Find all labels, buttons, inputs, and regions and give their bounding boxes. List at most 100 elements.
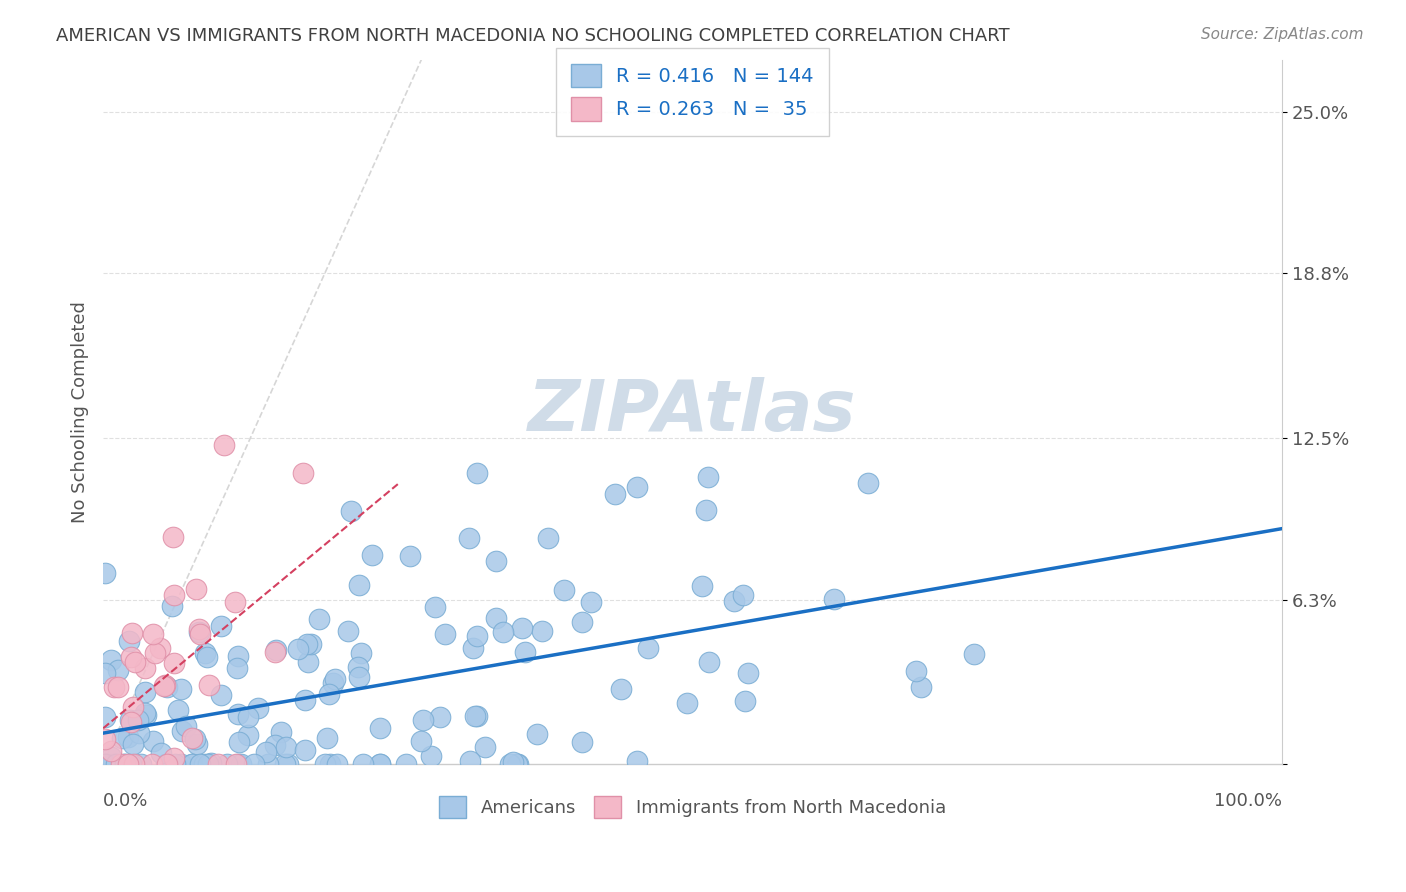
Point (183, 731, 205, 746)
Point (186, 737, 208, 751)
Point (420, 748, 443, 763)
Point (107, 681, 129, 695)
Point (94, 731, 117, 746)
Point (506, 756, 529, 771)
Point (370, 721, 392, 735)
Point (263, 738, 285, 752)
Point (368, 756, 391, 771)
Point (823, 591, 845, 606)
Point (107, 663, 129, 677)
Point (134, 685, 156, 699)
Point (526, 726, 548, 740)
Point (349, 578, 371, 592)
Point (188, 626, 211, 640)
Point (603, 487, 626, 501)
Point (553, 583, 575, 598)
Point (531, 624, 554, 638)
Point (152, 679, 174, 693)
Point (117, 756, 139, 771)
Point (117, 730, 139, 744)
Point (111, 731, 134, 745)
Point (337, 624, 360, 638)
Point (464, 708, 486, 723)
Point (626, 754, 648, 768)
Point (474, 739, 496, 754)
Point (100, 749, 122, 764)
Point (412, 713, 434, 727)
Point (429, 710, 451, 724)
Point (723, 594, 745, 608)
Point (231, 756, 253, 771)
Point (142, 626, 165, 640)
Point (167, 703, 190, 717)
Point (124, 756, 146, 771)
Point (228, 706, 250, 721)
Point (103, 680, 125, 694)
Point (170, 724, 193, 739)
Point (93, 710, 115, 724)
Point (352, 756, 374, 771)
Point (127, 713, 149, 727)
Point (162, 530, 184, 544)
Point (207, 756, 229, 771)
Point (506, 756, 529, 771)
Point (536, 532, 558, 546)
Point (238, 709, 260, 723)
Point (128, 725, 150, 739)
Point (347, 669, 370, 683)
Point (101, 756, 124, 771)
Point (299, 637, 322, 651)
Point (121, 625, 143, 640)
Point (463, 641, 485, 656)
Point (905, 664, 928, 678)
Point (347, 660, 370, 674)
Point (224, 595, 246, 609)
Point (193, 756, 215, 771)
Point (187, 622, 209, 636)
Point (297, 637, 319, 651)
Point (129, 756, 152, 771)
Point (610, 682, 633, 697)
Point (294, 693, 316, 707)
Point (163, 756, 186, 771)
Point (197, 677, 219, 691)
Point (122, 737, 145, 751)
Point (315, 731, 337, 745)
Point (690, 579, 713, 593)
Point (319, 756, 342, 771)
Text: ZIPAtlas: ZIPAtlas (529, 377, 856, 446)
Point (484, 553, 506, 567)
Point (637, 641, 659, 656)
Point (104, 756, 127, 771)
Point (134, 661, 156, 675)
Point (155, 680, 177, 694)
Point (502, 756, 524, 770)
Point (294, 743, 316, 757)
Point (194, 646, 217, 660)
Point (170, 756, 193, 771)
Point (499, 756, 522, 771)
Point (274, 740, 297, 755)
Point (197, 756, 219, 771)
Point (326, 756, 349, 771)
Point (856, 476, 879, 491)
Point (143, 646, 166, 660)
Point (297, 656, 319, 670)
Point (737, 666, 759, 681)
Point (308, 612, 330, 626)
Point (368, 756, 391, 771)
Point (467, 629, 489, 643)
Point (962, 647, 984, 661)
Point (118, 713, 141, 727)
Point (225, 756, 247, 771)
Point (274, 756, 297, 771)
Point (120, 756, 142, 771)
Point (515, 644, 537, 658)
Point (510, 620, 533, 634)
Point (423, 599, 446, 614)
Point (149, 746, 172, 760)
Point (212, 438, 235, 452)
Point (465, 709, 488, 723)
Point (695, 503, 717, 517)
Point (186, 582, 208, 597)
